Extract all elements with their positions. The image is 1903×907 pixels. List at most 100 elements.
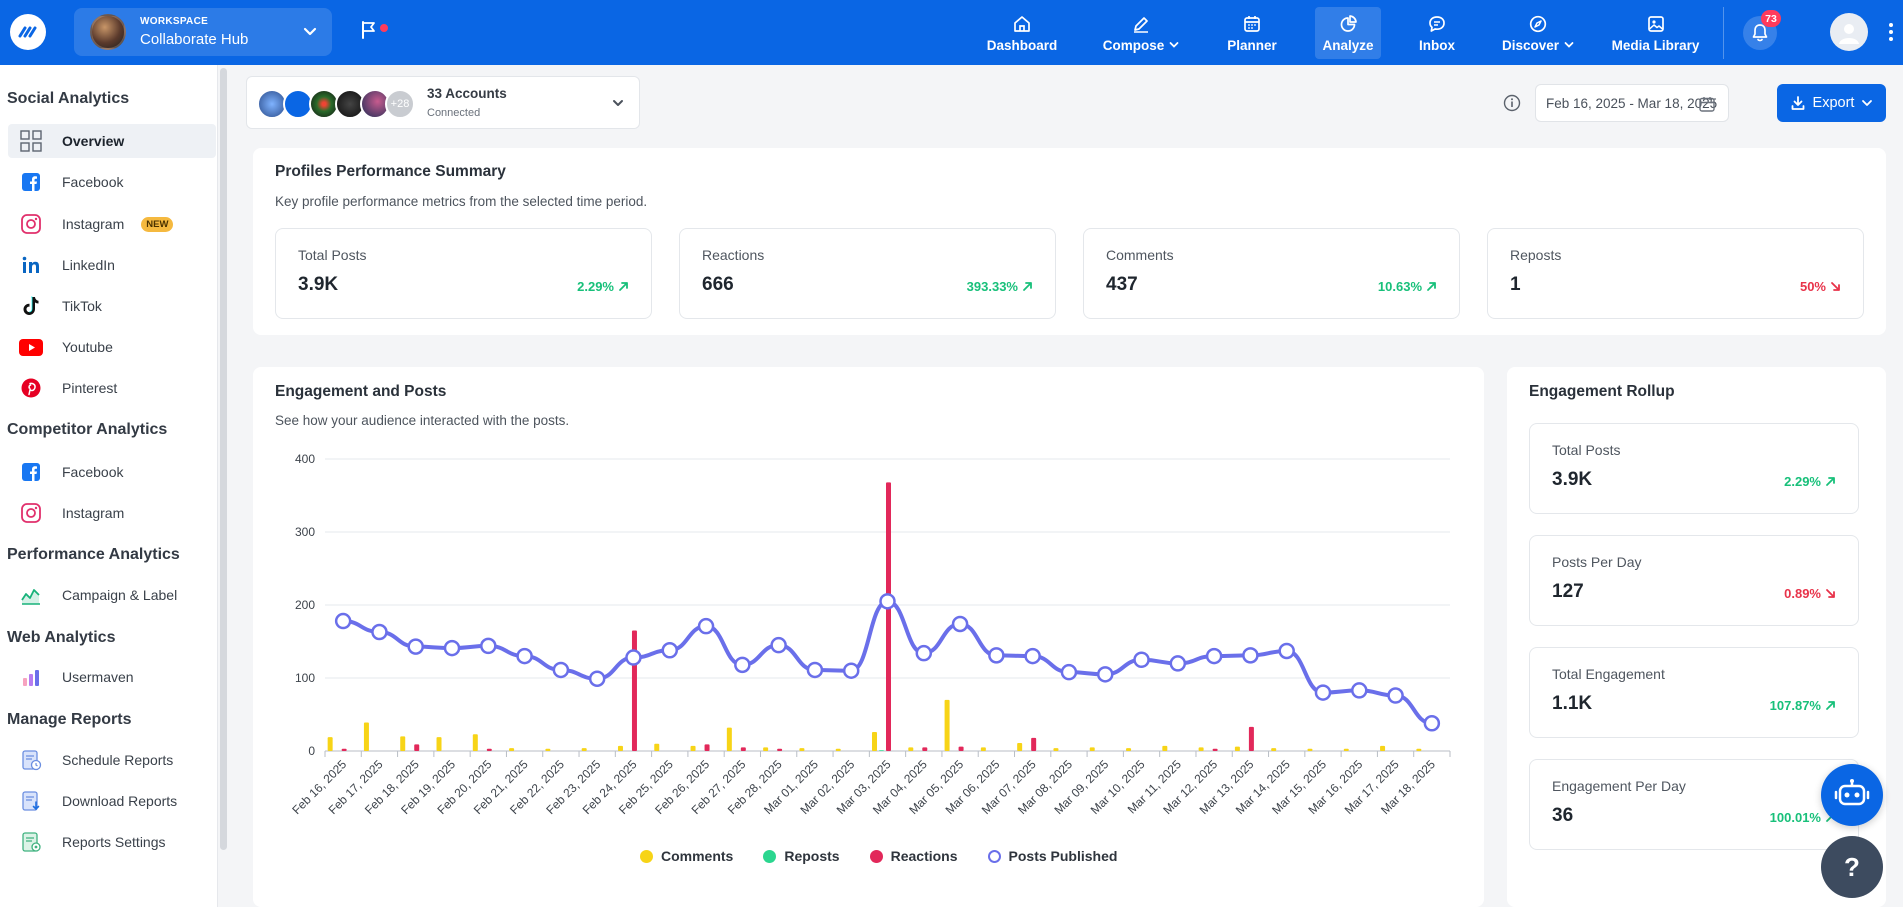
pinterest-icon — [19, 376, 43, 400]
info-icon[interactable] — [1503, 94, 1521, 112]
flag-icon[interactable] — [360, 20, 378, 40]
compass-icon — [1529, 15, 1547, 32]
comments-bar — [581, 748, 587, 751]
comments-bar — [1089, 747, 1095, 751]
trend-up-icon — [1427, 282, 1436, 291]
legend-item-reactions[interactable]: Reactions — [869, 848, 958, 864]
chevron-down-icon — [303, 27, 317, 36]
sidebar-item-facebook[interactable]: Facebook — [8, 165, 216, 199]
metric-label: Total Posts — [1552, 442, 1621, 458]
nav-item-analyze[interactable]: Analyze — [1315, 7, 1381, 59]
metric-value: 127 — [1552, 581, 1584, 602]
sidebar-item-download-reports[interactable]: Download Reports — [8, 784, 216, 818]
sidebar-item-instagram[interactable]: Instagram — [8, 496, 216, 530]
pie-chart-icon — [1340, 14, 1357, 32]
bell-icon — [1752, 24, 1768, 42]
metric-value: 3.9K — [298, 274, 339, 295]
trend-down-icon — [1826, 589, 1835, 598]
notifications-button[interactable]: 73 — [1743, 10, 1781, 50]
facebook-icon — [19, 170, 43, 194]
user-avatar[interactable] — [1830, 13, 1868, 51]
workspace-switcher[interactable]: WORKSPACE Collaborate Hub — [74, 8, 332, 56]
metric-value: 3.9K — [1552, 469, 1593, 490]
date-range-picker[interactable]: Feb 16, 2025 - Mar 18, 2025 — [1535, 84, 1729, 122]
sidebar-item-overview[interactable]: Overview — [8, 124, 216, 158]
posts-published-point — [625, 649, 642, 666]
posts-published-point — [842, 662, 860, 679]
assistant-bot-button[interactable] — [1821, 764, 1883, 826]
nav-item-label: Discover — [1501, 37, 1560, 53]
legend-item-reposts[interactable]: Reposts — [763, 848, 840, 864]
comments-bar — [509, 748, 515, 751]
performance-summary-card: Profiles Performance Summary Key profile… — [253, 148, 1886, 335]
reactions-bar — [958, 746, 964, 751]
export-button[interactable]: Export — [1777, 84, 1886, 122]
metric-value: 1.1K — [1552, 693, 1593, 714]
image-icon — [1647, 15, 1664, 32]
posts-published-point — [334, 612, 352, 630]
nav-item-discover[interactable]: Discover — [1497, 7, 1579, 59]
metric-label: Comments — [1106, 247, 1174, 263]
sidebar-item-label: Facebook — [62, 174, 124, 190]
reactions-bar — [1031, 737, 1037, 751]
sidebar-item-facebook[interactable]: Facebook — [8, 455, 216, 489]
comments-bar — [1198, 747, 1204, 751]
sidebar-item-linkedin[interactable]: LinkedIn — [8, 248, 216, 282]
trend-down-icon — [1831, 282, 1840, 291]
sidebar-item-reports-settings[interactable]: Reports Settings — [8, 825, 216, 859]
facebook-icon — [19, 460, 43, 484]
posts-published-point — [915, 644, 933, 662]
notification-count-badge: 73 — [1761, 10, 1781, 27]
sidebar-item-campaign-label[interactable]: Campaign & Label — [8, 578, 216, 612]
accounts-selector[interactable]: +28 33 Accounts Connected — [246, 76, 640, 129]
pencil-icon — [1134, 16, 1148, 33]
metric-change: 2.29% — [577, 279, 629, 294]
sidebar-item-instagram[interactable]: Instagram NEW — [8, 207, 216, 241]
summary-subtitle: Key profile performance metrics from the… — [275, 194, 648, 209]
nav-item-dashboard[interactable]: Dashboard — [977, 7, 1067, 59]
posts-published-point — [1169, 655, 1187, 672]
accounts-count: 33 Accounts — [427, 86, 507, 101]
comments-bar — [944, 699, 950, 751]
metric-change-value: 2.29% — [577, 279, 614, 294]
posts-published-point — [770, 636, 787, 654]
metric-card-total-engagement: Total Engagement 1.1K 107.87% — [1529, 647, 1859, 738]
nav-item-media-library[interactable]: Media Library — [1603, 7, 1708, 59]
sidebar-item-schedule-reports[interactable]: Schedule Reports — [8, 743, 216, 777]
reactions-bar — [886, 482, 891, 751]
nav-item-planner[interactable]: Planner — [1214, 7, 1290, 59]
nav-item-inbox[interactable]: Inbox — [1405, 7, 1469, 59]
legend-item-comments[interactable]: Comments — [640, 848, 733, 864]
sidebar-item-label: Schedule Reports — [62, 752, 174, 768]
comments-bar — [472, 734, 478, 751]
posts-published-point — [1387, 687, 1404, 704]
sidebar-item-youtube[interactable]: Youtube — [8, 330, 216, 364]
comments-bar — [327, 737, 333, 751]
nav-item-label: Compose — [1102, 37, 1165, 53]
instagram-icon — [19, 501, 43, 525]
sidebar-item-usermaven[interactable]: Usermaven — [8, 660, 216, 694]
comments-bar — [1307, 748, 1313, 751]
trend-up-icon — [1826, 701, 1835, 710]
help-button[interactable]: ? — [1821, 836, 1883, 898]
sidebar-item-tiktok[interactable]: TikTok — [8, 289, 216, 323]
comments-bar — [436, 737, 442, 751]
sidebar-scrollbar[interactable] — [220, 68, 227, 850]
posts-published-point — [407, 638, 424, 655]
reactions-bar — [631, 630, 637, 751]
sidebar-item-label: TikTok — [62, 298, 102, 314]
reactions-bar — [1212, 748, 1218, 751]
more-options-icon[interactable] — [1888, 22, 1894, 42]
app-logo[interactable] — [10, 14, 46, 50]
posts-published-point — [951, 615, 969, 633]
sidebar-item-pinterest[interactable]: Pinterest — [8, 371, 216, 405]
posts-published-point — [480, 637, 497, 655]
posts-published-point — [1096, 666, 1114, 683]
sidebar-section-title: Social Analytics — [7, 90, 130, 107]
nav-item-compose[interactable]: Compose — [1095, 7, 1187, 59]
metric-card-reactions: Reactions 666 393.33% — [679, 228, 1056, 319]
posts-published-point — [1060, 663, 1078, 681]
legend-item-posts-published[interactable]: Posts Published — [987, 848, 1117, 864]
nav-item-label: Analyze — [1322, 37, 1374, 53]
metric-change: 393.33% — [967, 279, 1033, 294]
